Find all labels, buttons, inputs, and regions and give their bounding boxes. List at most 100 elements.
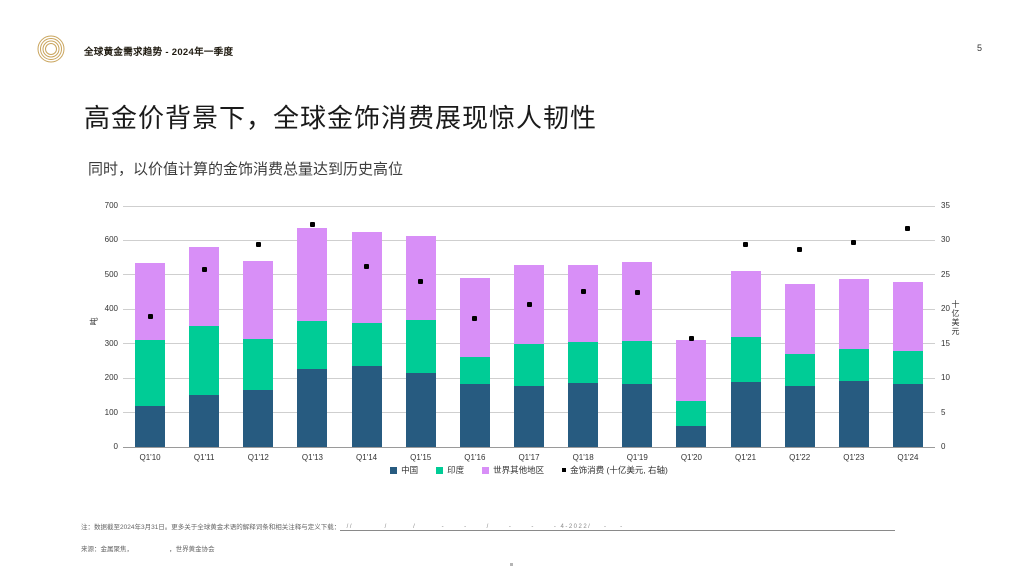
left-axis-tick: 500 (104, 269, 118, 279)
bar-segment-中国 (676, 425, 707, 447)
bar-segment-印度 (514, 344, 544, 387)
bar-segment-印度 (243, 338, 274, 390)
legend-label: 世界其他地区 (493, 465, 545, 475)
bar-segment-中国 (243, 389, 274, 447)
report-title: 全球黄金需求趋势 - 2024年一季度 (84, 47, 234, 58)
legend-item: 中国 (390, 464, 418, 476)
bar-segment-印度 (676, 400, 707, 426)
point-marker (472, 315, 478, 321)
bar-segment-印度 (405, 320, 436, 373)
legend-swatch-icon (562, 468, 567, 472)
bar-segment-印度 (892, 350, 923, 385)
bar-segment-世界其他地区 (135, 263, 166, 340)
right-axis-tick: 30 (941, 235, 950, 245)
bar-segment-中国 (189, 394, 220, 447)
left-axis-tick: 600 (104, 235, 118, 245)
x-axis-label: Q1'22 (789, 453, 811, 462)
bar-segment-世界其他地区 (622, 261, 653, 341)
gridline (123, 239, 935, 241)
bar-segment-中国 (838, 380, 869, 447)
point-marker (526, 301, 532, 307)
bar-segment-世界其他地区 (189, 246, 220, 326)
point-marker (201, 266, 207, 272)
x-axis-label: Q1'19 (626, 453, 648, 462)
bar-segment-印度 (838, 348, 869, 381)
bar-segment-中国 (622, 384, 653, 447)
right-axis-tick: 15 (941, 338, 950, 348)
right-axis-tick: 35 (941, 201, 950, 210)
point-marker (580, 288, 586, 294)
legend-label: 印度 (447, 465, 465, 475)
right-axis-tick: 20 (941, 304, 950, 314)
x-axis-label: Q1'20 (680, 453, 702, 462)
footer-marker-dot (510, 563, 513, 566)
x-axis-label: Q1'11 (193, 453, 215, 462)
x-axis-label: Q1'16 (464, 453, 486, 462)
point-marker (905, 225, 911, 231)
left-axis-tick: 100 (104, 407, 118, 417)
bar-segment-中国 (730, 381, 761, 447)
x-axis-label: Q1'10 (139, 453, 161, 462)
x-axis-label: Q1'24 (897, 453, 919, 462)
legend-swatch-icon (436, 466, 444, 474)
footnote-link[interactable]: // / / - - / - - - 4-2022/ - - (340, 524, 896, 531)
bar-segment-印度 (135, 339, 166, 406)
world-gold-council-rings-icon (37, 35, 65, 63)
bar-segment-世界其他地区 (405, 235, 436, 321)
x-axis-label: Q1'14 (356, 453, 378, 462)
bar-segment-印度 (459, 357, 490, 385)
x-axis-label: Q1'23 (843, 453, 865, 462)
x-axis-label: Q1'21 (734, 453, 757, 462)
point-marker (309, 222, 315, 228)
bar-segment-世界其他地区 (838, 279, 869, 349)
point-marker (851, 239, 857, 245)
bar-segment-中国 (892, 384, 923, 447)
point-marker (147, 313, 153, 319)
bar-segment-印度 (568, 341, 599, 384)
bar-segment-印度 (622, 340, 653, 385)
right-axis-tick: 25 (941, 269, 950, 279)
bar-segment-印度 (189, 325, 220, 395)
right-axis-title: 十亿美元 (951, 300, 960, 336)
bar-segment-世界其他地区 (892, 282, 923, 351)
bar-segment-印度 (351, 323, 382, 367)
legend-item: 世界其他地区 (482, 464, 544, 476)
legend-item: 金饰消费 (十亿美元, 右轴) (562, 464, 668, 476)
bar-segment-世界其他地区 (243, 261, 274, 339)
point-marker (688, 336, 694, 342)
bar-segment-中国 (514, 386, 544, 447)
point-marker (743, 242, 749, 248)
bar-segment-印度 (730, 336, 761, 382)
bar-segment-中国 (459, 384, 490, 447)
bar-segment-世界其他地区 (568, 264, 599, 342)
footnote-source: 来源：金属聚焦， ，世界黄金协会 (81, 546, 215, 553)
right-axis-tick: 0 (941, 442, 946, 451)
footnote-note: 注：数据截至2024年3月31日。更多关于全球黄金术语的解释词条和相关注释与定义… (81, 521, 896, 531)
x-axis-label: Q1'17 (518, 453, 540, 462)
bar-segment-中国 (297, 369, 328, 447)
point-marker (364, 264, 370, 270)
left-axis-tick: 700 (104, 201, 118, 210)
left-axis-tick: 200 (104, 373, 118, 383)
right-axis-tick: 10 (941, 373, 950, 383)
page-number: 5 (976, 43, 982, 53)
bar-segment-世界其他地区 (676, 340, 707, 401)
left-axis-tick: 400 (104, 304, 118, 314)
gridline (123, 446, 935, 448)
left-axis-tick: 300 (104, 338, 118, 348)
bar-segment-中国 (351, 366, 382, 447)
bar-segment-中国 (784, 386, 815, 447)
right-axis-tick: 5 (941, 407, 946, 417)
chart-subtitle: 同时，以价值计算的金饰消费总量达到历史高位 (88, 161, 404, 178)
x-axis-label: Q1'18 (572, 453, 594, 462)
point-marker (418, 278, 424, 284)
footnote-note-text: 注：数据截至2024年3月31日。更多关于全球黄金术语的解释词条和相关注释与定义… (81, 524, 341, 531)
slide-title: 高金价背景下，全球金饰消费展现惊人韧性 (84, 104, 598, 133)
bar-segment-世界其他地区 (730, 271, 761, 337)
bar-segment-中国 (568, 383, 599, 447)
legend-swatch-icon (482, 466, 490, 474)
legend-item: 印度 (436, 464, 464, 476)
bar-segment-中国 (135, 405, 166, 447)
point-marker (634, 289, 640, 295)
